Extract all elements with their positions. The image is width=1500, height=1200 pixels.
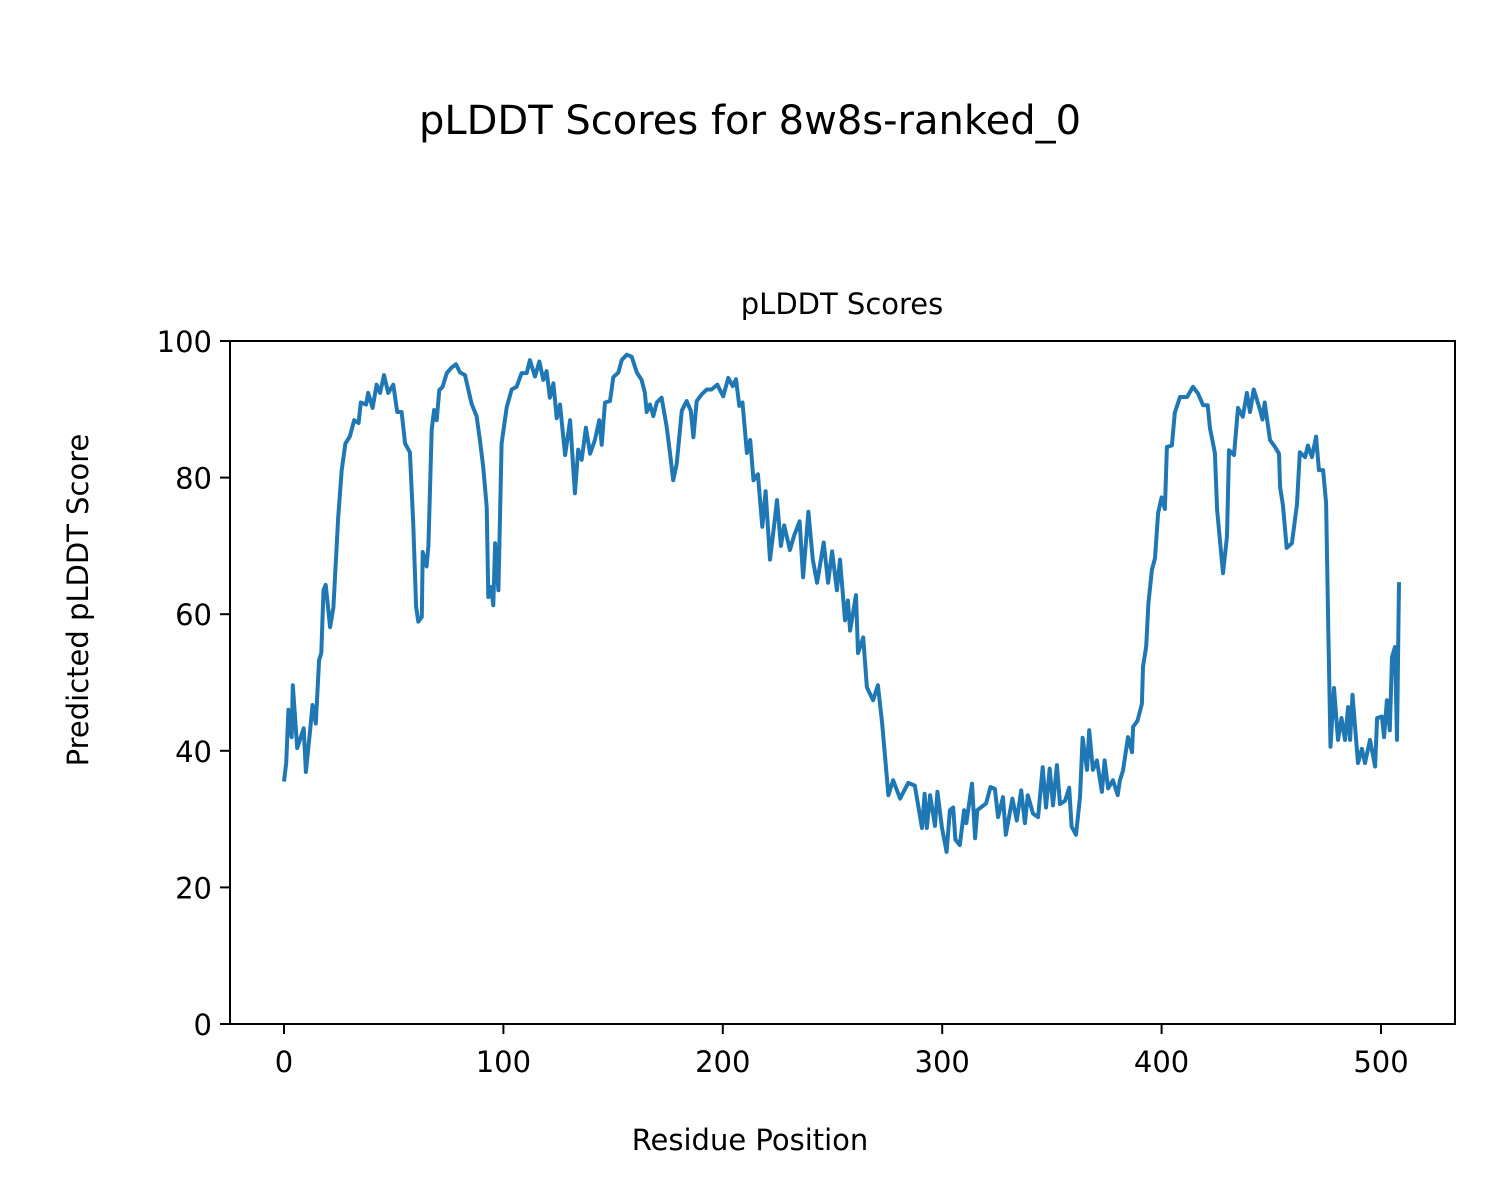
y-tick-label: 60 (175, 598, 212, 632)
y-axis-ticks: 0 20 40 60 80 100 (157, 325, 230, 1042)
x-tick-label: 100 (476, 1045, 531, 1079)
y-tick-label: 80 (175, 462, 212, 496)
series-line-plddt (282, 352, 1401, 854)
figure-suptitle: pLDDT Scores for 8w8s-ranked_0 (419, 98, 1081, 144)
x-tick-label: 500 (1353, 1045, 1408, 1079)
axes-title: pLDDT Scores (741, 287, 944, 321)
y-tick-label: 40 (175, 735, 212, 769)
axes-frame (229, 340, 1456, 1025)
y-tick-label: 20 (175, 871, 212, 905)
x-axis-ticks: 0 100 200 300 400 500 (275, 1024, 1409, 1079)
x-axis-label: Residue Position (632, 1123, 869, 1157)
x-tick-label: 300 (915, 1045, 970, 1079)
y-tick-label: 0 (194, 1008, 212, 1042)
series-line-group (282, 352, 1401, 854)
y-tick-label: 100 (157, 325, 212, 359)
x-tick-label: 0 (275, 1045, 293, 1079)
x-tick-label: 200 (695, 1045, 750, 1079)
y-axis-label: Predicted pLDDT Score (61, 434, 95, 767)
x-tick-label: 400 (1134, 1045, 1189, 1079)
